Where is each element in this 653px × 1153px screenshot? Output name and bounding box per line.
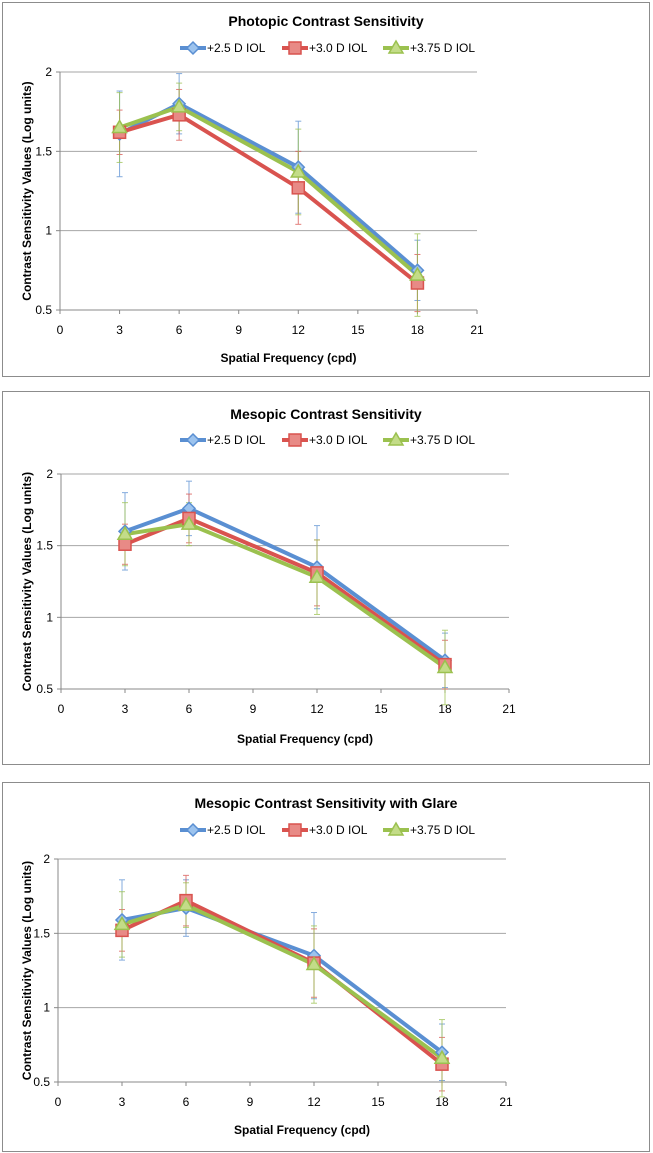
chart-panel: Photopic Contrast Sensitivity+2.5 D IOL +… xyxy=(2,2,650,377)
data-point xyxy=(116,525,134,540)
data-point xyxy=(113,915,131,931)
x-tick-label: 9 xyxy=(247,1095,254,1109)
legend: +2.5 D IOL +3.0 D IOL +3.75 D IOL xyxy=(180,431,475,448)
x-tick-label: 3 xyxy=(116,323,123,337)
legend: +2.5 D IOL +3.0 D IOL +3.75 D IOL xyxy=(180,821,475,838)
x-tick-label: 15 xyxy=(374,702,388,716)
y-tick-label: 1 xyxy=(43,1001,50,1015)
legend-label: +3.0 D IOL xyxy=(309,823,368,837)
x-axis-title: Spatial Frequency (cpd) xyxy=(220,351,356,365)
x-axis-title: Spatial Frequency (cpd) xyxy=(237,732,373,746)
y-tick-label: 2 xyxy=(45,65,52,79)
y-axis-title: Contrast Sensitivity Values (Log units) xyxy=(20,472,34,691)
data-point xyxy=(433,1049,451,1064)
series-line xyxy=(124,516,447,667)
legend-square-marker xyxy=(288,433,302,447)
y-tick-label: 0.5 xyxy=(35,303,52,317)
x-tick-label: 9 xyxy=(235,323,242,337)
x-tick-label: 12 xyxy=(292,323,306,337)
legend-triangle-marker xyxy=(387,431,405,446)
legend-item: +2.5 D IOL xyxy=(180,822,266,838)
y-axis-title: Contrast Sensitivity Values (Log units) xyxy=(20,861,34,1080)
x-tick-label: 21 xyxy=(499,1095,513,1109)
series-line xyxy=(121,903,444,1060)
y-tick-label: 1 xyxy=(45,224,52,238)
series-line xyxy=(118,104,419,277)
data-point xyxy=(291,181,306,195)
series-line xyxy=(119,112,419,285)
legend-item: +2.5 D IOL xyxy=(180,432,266,448)
x-tick-label: 15 xyxy=(371,1095,385,1109)
chart-panel: Mesopic Contrast Sensitivity +2.5 D IOL +3… xyxy=(2,391,650,765)
y-tick-label: 1.5 xyxy=(35,144,52,158)
chart-title: Mesopic Contrast Sensitivity xyxy=(230,406,422,422)
y-tick-label: 2 xyxy=(43,852,50,866)
chart-title: Photopic Contrast Sensitivity xyxy=(228,13,423,29)
chart-panel: Mesopic Contrast Sensitivity with Glare +… xyxy=(2,782,650,1152)
x-tick-label: 12 xyxy=(310,702,324,716)
x-tick-label: 3 xyxy=(122,702,129,716)
legend-diamond-marker xyxy=(185,432,201,448)
legend-label: +2.5 D IOL xyxy=(207,41,266,55)
legend-label: +3.0 D IOL xyxy=(309,41,368,55)
data-point xyxy=(308,568,326,583)
x-axis-title: Spatial Frequency (cpd) xyxy=(234,1123,370,1137)
x-tick-label: 18 xyxy=(438,702,452,716)
series-line xyxy=(124,506,447,662)
y-tick-label: 0.5 xyxy=(36,682,53,696)
data-point xyxy=(409,266,426,281)
data-point xyxy=(305,956,323,971)
x-tick-label: 18 xyxy=(411,323,425,337)
legend-diamond-marker xyxy=(185,822,201,838)
legend-item: +3.0 D IOL xyxy=(282,41,368,55)
legend-item: +3.75 D IOL xyxy=(383,821,475,837)
x-tick-label: 12 xyxy=(307,1095,321,1109)
x-tick-label: 15 xyxy=(351,323,365,337)
legend-triangle-marker xyxy=(387,39,405,54)
x-tick-label: 18 xyxy=(435,1095,449,1109)
legend-triangle-marker xyxy=(387,821,405,836)
legend-label: +3.75 D IOL xyxy=(410,433,475,447)
data-point xyxy=(289,163,307,178)
x-tick-label: 0 xyxy=(58,702,65,716)
legend-label: +3.75 D IOL xyxy=(410,823,475,837)
x-tick-label: 6 xyxy=(186,702,193,716)
data-point xyxy=(118,537,132,551)
legend-item: +3.0 D IOL xyxy=(282,433,368,447)
data-point xyxy=(177,896,195,911)
legend-label: +2.5 D IOL xyxy=(207,433,266,447)
legend-label: +3.75 D IOL xyxy=(410,41,475,55)
legend-square-marker xyxy=(288,41,302,55)
x-tick-label: 21 xyxy=(470,323,484,337)
x-tick-label: 0 xyxy=(57,323,64,337)
x-tick-label: 6 xyxy=(183,1095,190,1109)
y-tick-label: 1.5 xyxy=(36,539,53,553)
legend-label: +3.0 D IOL xyxy=(309,433,368,447)
chart-title: Mesopic Contrast Sensitivity with Glare xyxy=(195,795,458,811)
legend-item: +2.5 D IOL xyxy=(180,40,266,56)
data-point xyxy=(111,119,128,134)
legend-item: +3.0 D IOL xyxy=(282,823,368,837)
legend-square-marker xyxy=(288,823,302,837)
y-tick-label: 1 xyxy=(46,610,53,624)
data-point xyxy=(180,515,198,530)
x-tick-label: 9 xyxy=(250,702,257,716)
y-tick-label: 0.5 xyxy=(33,1075,50,1089)
y-tick-label: 2 xyxy=(46,467,53,481)
legend-item: +3.75 D IOL xyxy=(383,431,475,447)
y-axis-title: Contrast Sensitivity Values (Log units) xyxy=(20,81,34,300)
y-tick-label: 1.5 xyxy=(33,926,50,940)
legend-diamond-marker xyxy=(185,40,201,56)
data-point xyxy=(170,98,188,113)
legend-label: +2.5 D IOL xyxy=(207,823,266,837)
legend-item: +3.75 D IOL xyxy=(383,39,475,55)
data-point xyxy=(436,659,454,674)
x-tick-label: 21 xyxy=(502,702,516,716)
series-line xyxy=(124,522,447,670)
x-tick-label: 0 xyxy=(55,1095,62,1109)
legend: +2.5 D IOL +3.0 D IOL +3.75 D IOL xyxy=(180,39,475,56)
x-tick-label: 6 xyxy=(176,323,183,337)
x-tick-label: 3 xyxy=(119,1095,126,1109)
